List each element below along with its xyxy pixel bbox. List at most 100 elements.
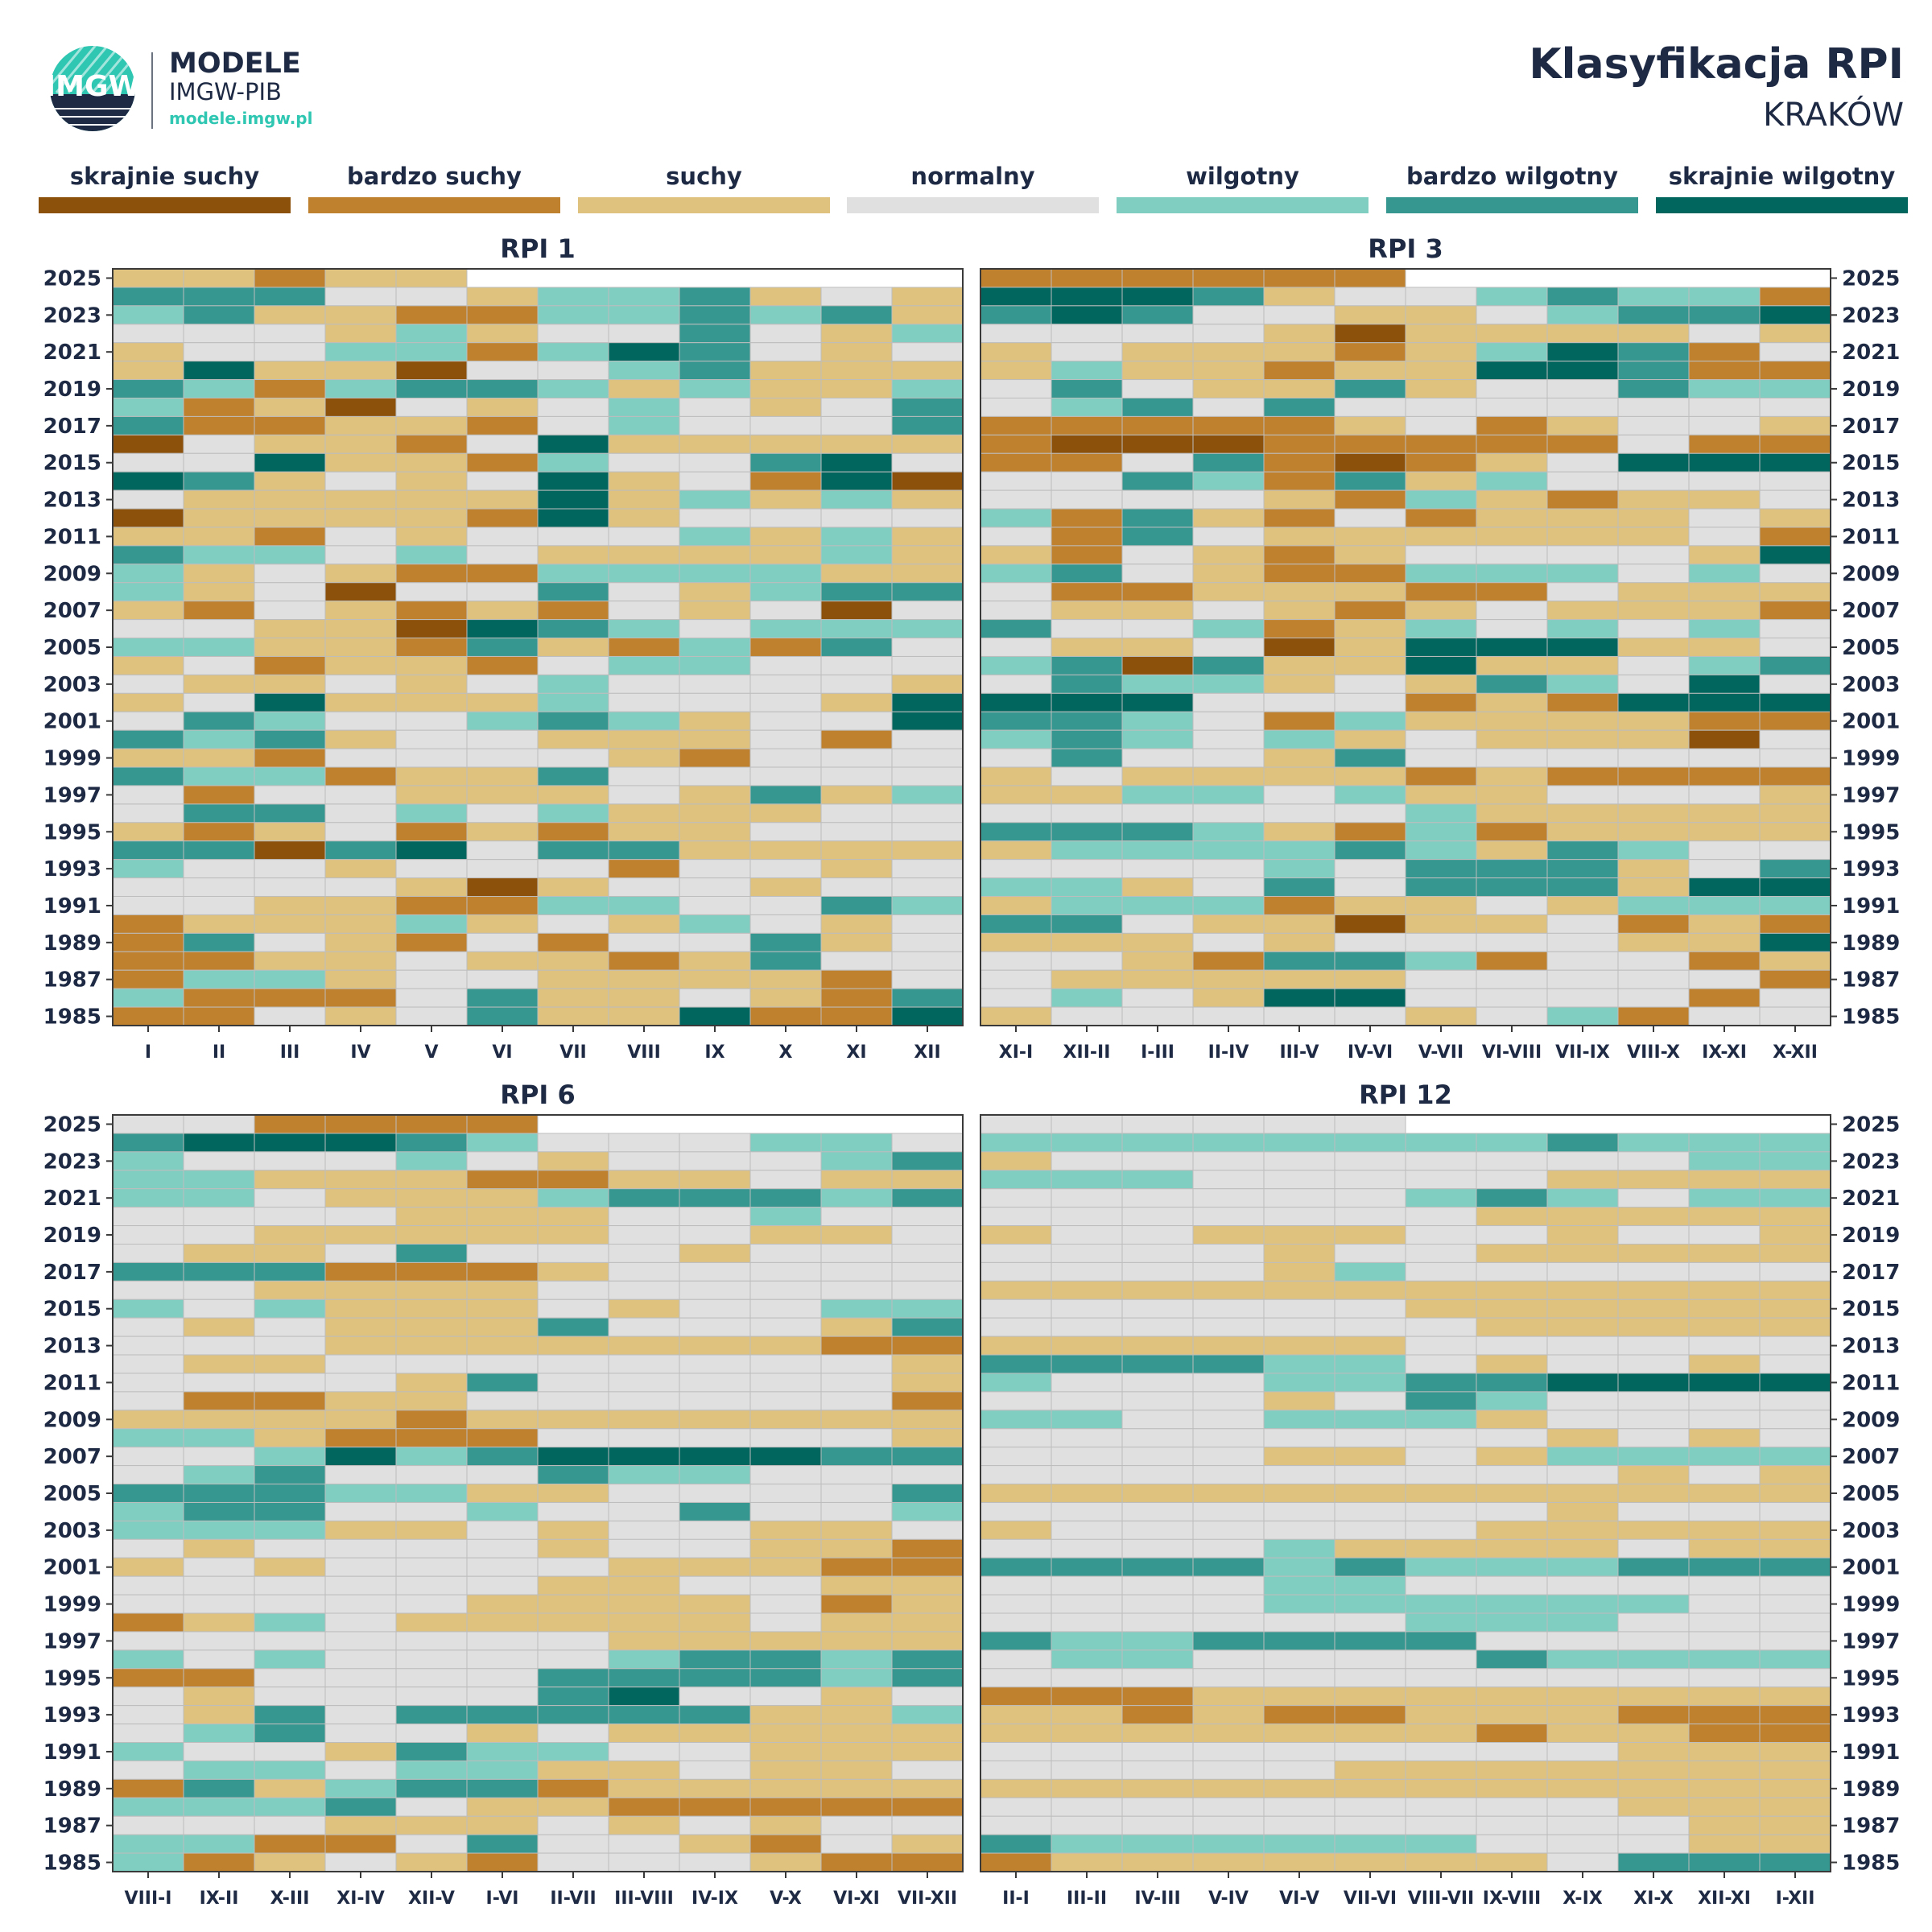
heatmap-cell [679,582,751,602]
heatmap-cell [1617,1575,1690,1596]
heatmap-cell [749,1243,822,1263]
heatmap-cell [749,1133,822,1153]
y-tick-label: 2017 [43,415,101,439]
heatmap-cell [1405,1557,1477,1577]
heatmap-cell [980,305,1052,325]
heatmap-cell [1476,489,1548,510]
heatmap-cell [395,361,468,381]
heatmap-cell [749,1705,822,1725]
heatmap-cell [749,1557,822,1577]
legend-label: normalny [910,163,1035,190]
heatmap-cell [679,1354,751,1374]
x-tick-label: X [779,1042,793,1063]
heatmap-cell [1546,1243,1619,1263]
heatmap-cell [891,1760,964,1780]
heatmap-cell [1121,324,1194,344]
heatmap-cell [1051,1631,1123,1651]
heatmap-cell [466,1501,539,1521]
heatmap-cell [1192,1261,1265,1282]
heatmap-cell [395,1594,468,1614]
heatmap-cell [537,988,609,1008]
heatmap-cell [1334,1006,1406,1026]
heatmap-cell [395,896,468,915]
heatmap-cell [1405,859,1477,879]
heatmap-cell [820,1501,893,1521]
heatmap-cell [608,1649,680,1670]
heatmap-cell [980,1649,1052,1670]
heatmap-cell [1476,969,1548,989]
heatmap-cell [1334,526,1406,547]
heatmap-cell [395,1447,468,1467]
heatmap-cell [1546,1834,1619,1854]
heatmap-cell [1405,526,1477,547]
heatmap-cell [183,526,255,547]
heatmap-cell [980,1520,1052,1540]
heatmap-cell [679,1575,751,1596]
heatmap-cell [183,361,255,381]
heatmap-cell [466,655,539,675]
heatmap-cell [183,1317,255,1337]
heatmap-cell [980,1594,1052,1614]
heatmap-cell [183,674,255,694]
heatmap-cell [891,1170,964,1190]
legend-item-normalny: normalny [847,161,1099,217]
heatmap-cell [466,1447,539,1467]
heatmap-cell [820,1834,893,1854]
heatmap-cell [1476,1170,1548,1190]
heatmap-cell [395,379,468,398]
heatmap-cell [1405,877,1477,898]
heatmap-cell [1192,655,1265,675]
heatmap-cell [1688,379,1761,398]
y-tick-label: 2025 [43,266,101,291]
heatmap-cell [1546,601,1619,621]
y-tick-label: 2009 [1842,1408,1900,1432]
heatmap-cell [679,1852,751,1872]
heatmap-cell [1192,1742,1265,1761]
heatmap-cell [679,1520,751,1540]
heatmap-cell [980,1668,1052,1688]
x-tick-label: VI-VIII [1482,1042,1542,1063]
heatmap-cell [1051,859,1123,879]
heatmap-cell [1688,1280,1761,1300]
heatmap-cell [183,1170,255,1190]
heatmap-cell [1051,1760,1123,1780]
heatmap-cell [1688,840,1761,861]
heatmap-cell [254,305,326,325]
y-tick-label: 2021 [43,1187,101,1211]
heatmap-cell [608,655,680,675]
heatmap-cell [1405,785,1477,805]
heatmap-cell [1334,305,1406,325]
heatmap-cell [1334,803,1406,824]
heatmap-cell [980,692,1052,712]
heatmap-cell [466,914,539,934]
heatmap-cell [112,951,184,971]
heatmap-cell [395,1484,468,1503]
heatmap-cell [1121,785,1194,805]
heatmap-cell [254,619,326,639]
heatmap-cell [1192,1631,1265,1651]
heatmap-cell [980,324,1052,344]
heatmap-cell [679,766,751,786]
heatmap-cell [1476,1207,1548,1227]
brand-url[interactable]: modele.imgw.pl [169,109,313,128]
heatmap-cell [1617,379,1690,398]
heatmap-cell [1546,582,1619,602]
heatmap-cell [608,914,680,934]
heatmap-cell [324,1280,397,1300]
heatmap-cell [1192,766,1265,786]
heatmap-cell [749,711,822,731]
heatmap-cell [1263,1207,1335,1227]
heatmap-cell [749,1428,822,1448]
heatmap-cell [1121,434,1194,454]
heatmap-cell [537,1778,609,1798]
heatmap-cell [891,1557,964,1577]
heatmap-cell [1688,452,1761,473]
heatmap-cell [1688,1538,1761,1558]
heatmap-cell [1121,1391,1194,1411]
x-tick-label: I-XII [1776,1889,1815,1909]
heatmap-cell [1617,1815,1690,1835]
heatmap-cell [324,674,397,694]
heatmap-cell [1546,655,1619,675]
x-tick-label: VIII-VII [1408,1889,1475,1909]
